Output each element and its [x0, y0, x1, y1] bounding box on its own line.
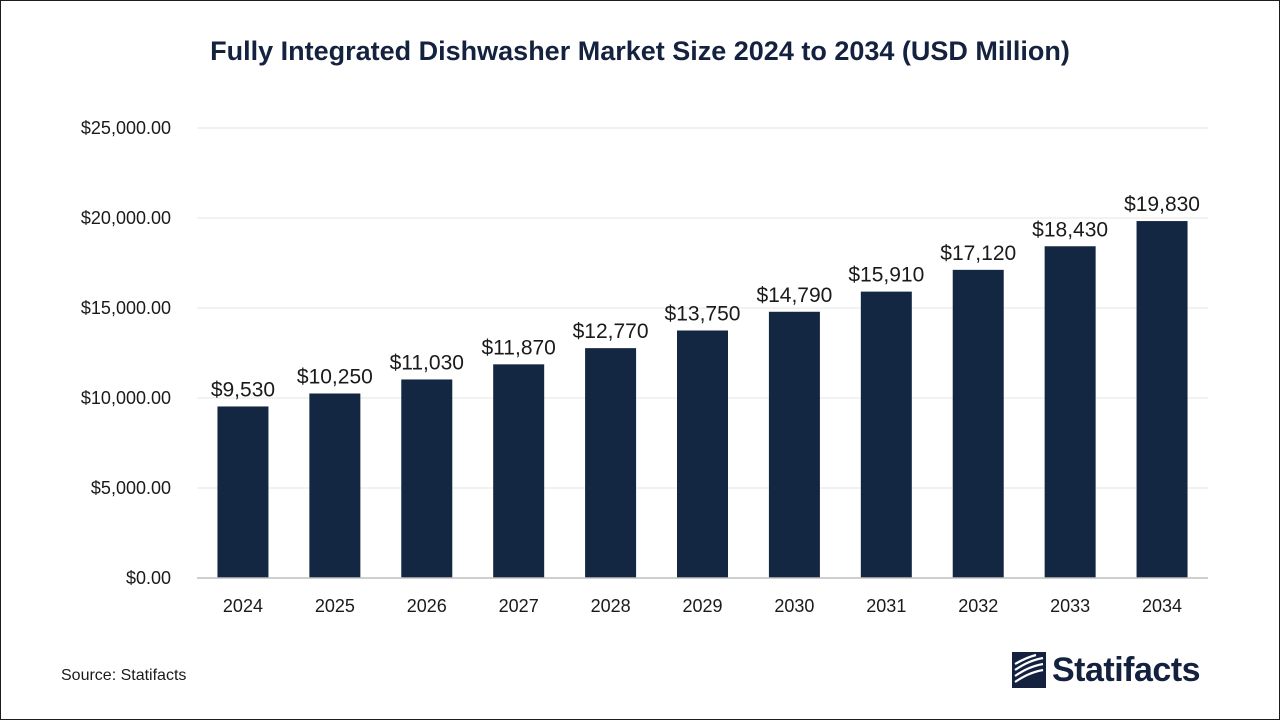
y-tick-label: $25,000.00 — [81, 118, 171, 138]
brand-logo: Statifacts — [1012, 650, 1201, 690]
data-label: $13,750 — [665, 303, 741, 326]
bar — [309, 393, 361, 578]
x-tick-label: 2030 — [774, 596, 814, 616]
y-tick-label: $10,000.00 — [81, 388, 171, 408]
y-tick-label: $0.00 — [126, 568, 171, 588]
bar — [493, 364, 545, 578]
x-tick-label: 2027 — [499, 596, 539, 616]
x-tick-label: 2031 — [866, 596, 906, 616]
x-tick-label: 2026 — [407, 596, 447, 616]
data-label: $9,530 — [211, 378, 275, 401]
bar — [585, 348, 637, 578]
x-tick-label: 2032 — [958, 596, 998, 616]
statifacts-logo-icon — [1012, 652, 1046, 688]
data-label: $14,790 — [756, 284, 832, 307]
bar — [768, 311, 820, 578]
x-tick-label: 2025 — [315, 596, 355, 616]
data-label: $11,870 — [482, 336, 556, 359]
data-label: $10,250 — [297, 366, 373, 389]
data-label: $17,120 — [940, 242, 1016, 265]
x-tick-label: 2034 — [1142, 596, 1182, 616]
bar — [860, 291, 912, 578]
brand-name: Statifacts — [1052, 650, 1201, 689]
y-tick-label: $5,000.00 — [91, 478, 171, 498]
data-label: $18,430 — [1032, 218, 1108, 241]
data-label: $11,030 — [390, 351, 464, 374]
x-tick-label: 2029 — [682, 596, 722, 616]
bar — [1136, 221, 1188, 578]
data-label: $12,770 — [573, 320, 649, 343]
x-tick-label: 2028 — [591, 596, 631, 616]
bar — [952, 269, 1004, 578]
y-tick-label: $20,000.00 — [81, 208, 171, 228]
x-tick-label: 2033 — [1050, 596, 1090, 616]
source-note: Source: Statifacts — [61, 667, 187, 684]
bar — [217, 406, 269, 578]
x-tick-label: 2024 — [223, 596, 263, 616]
data-label: $15,910 — [848, 264, 924, 287]
chart-title: Fully Integrated Dishwasher Market Size … — [210, 36, 1070, 66]
data-label: $19,830 — [1124, 193, 1200, 216]
y-tick-label: $15,000.00 — [81, 298, 171, 318]
bar — [401, 379, 453, 578]
bar — [1044, 246, 1096, 578]
bar — [677, 330, 728, 578]
